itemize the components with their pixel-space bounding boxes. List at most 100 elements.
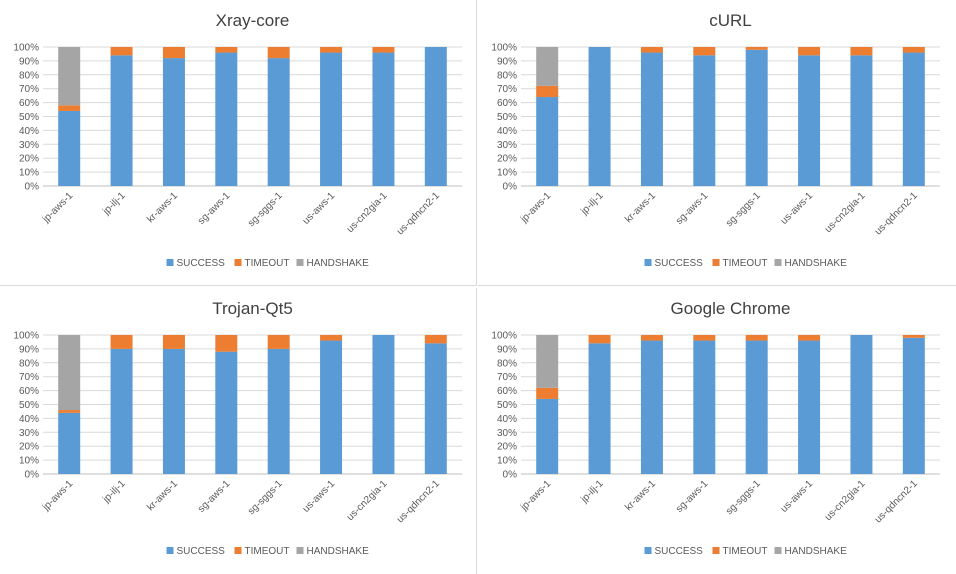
y-tick-label: 30% [19,140,39,151]
x-tick-label: jp-aws-1 [518,478,554,514]
y-tick-label: 40% [497,414,517,425]
x-tick-label: jp-aws-1 [40,190,76,226]
x-tick-label: us-aws-1 [301,190,338,227]
bar-success-us-aws-1 [320,341,342,474]
bar-success-us-qdncn2-1 [425,47,447,186]
legend-label-success: SUCCESS [655,258,704,269]
bar-success-sg-aws-1 [215,352,237,474]
legend-label-handshake: HANDSHAKE [307,258,370,269]
bar-success-kr-aws-1 [641,341,663,474]
bar-handshake-jp-aws-1 [58,47,80,105]
legend-item-timeout: TIMEOUT [713,258,768,269]
chart-title: cURL [709,11,752,30]
chart-svg: cURL 0% 10% 20% 30% 40% 50% 60% 70% 80% 90% 100% jp-… [478,0,955,286]
x-tick-label: jp-ilj-1 [100,478,128,506]
y-tick-label: 70% [497,84,517,95]
legend-swatch-timeout [713,547,720,554]
bar-success-kr-aws-1 [163,349,185,474]
legend-label-timeout: TIMEOUT [245,546,290,557]
chart-svg: Google Chrome 0% 10% 20% 30% 40% 50% 60% 70% 80% 9… [478,288,955,574]
x-tick-label: kr-aws-1 [623,190,658,225]
legend-item-handshake: HANDSHAKE [297,546,370,557]
y-tick-label: 80% [497,70,517,81]
bar-timeout-sg-sggs-1 [746,335,768,341]
bar-timeout-us-cn2gia-1 [372,47,394,53]
y-tick-label: 100% [491,43,517,54]
bar-timeout-us-qdncn2-1 [425,335,447,343]
bar-success-us-qdncn2-1 [425,343,447,474]
bar-timeout-sg-sggs-1 [268,335,290,349]
x-tick-label: us-cn2gia-1 [345,478,390,523]
legend-label-handshake: HANDSHAKE [785,546,848,557]
x-tick-label: kr-aws-1 [145,478,180,513]
bar-timeout-sg-sggs-1 [268,47,290,58]
legend-swatch-success [645,259,652,266]
x-tick-label: us-qdncn2-1 [395,478,442,525]
y-tick-label: 20% [497,154,517,165]
bar-success-sg-sggs-1 [268,349,290,474]
bar-success-sg-sggs-1 [746,341,768,474]
bar-success-jp-ilj-1 [589,343,611,474]
chart-svg: Trojan-Qt5 0% 10% 20% 30% 40% 50% 60% 70% 80% 90% 1… [0,288,477,574]
bar-timeout-sg-aws-1 [215,335,237,352]
y-tick-label: 80% [19,358,39,369]
legend-label-handshake: HANDSHAKE [785,258,848,269]
chart-panel-xray-core: Xray-core 0% 10% 20% 30% 40% 50% 60% 70% 80% 90% 10… [0,0,477,286]
x-tick-label: sg-sggs-1 [724,190,763,229]
bar-success-jp-aws-1 [58,111,80,186]
y-tick-label: 50% [19,112,39,123]
x-tick-label: jp-ilj-1 [578,478,606,506]
x-tick-label: us-aws-1 [779,478,816,515]
y-tick-label: 60% [497,98,517,109]
y-tick-label: 100% [13,331,39,342]
bar-timeout-kr-aws-1 [641,335,663,341]
bar-success-us-aws-1 [320,53,342,186]
bar-success-jp-aws-1 [58,413,80,474]
y-tick-label: 10% [19,168,39,179]
x-tick-label: us-aws-1 [779,190,816,227]
y-tick-label: 50% [497,400,517,411]
y-tick-label: 60% [497,386,517,397]
bar-timeout-sg-aws-1 [693,335,715,341]
bar-timeout-kr-aws-1 [641,47,663,53]
bar-success-us-aws-1 [798,341,820,474]
y-tick-label: 10% [497,456,517,467]
legend-label-success: SUCCESS [177,258,226,269]
y-tick-label: 10% [19,456,39,467]
chart-panel-curl: cURL 0% 10% 20% 30% 40% 50% 60% 70% 80% 90% 100% jp-… [478,0,956,286]
bar-success-sg-aws-1 [693,55,715,186]
chart-title: Google Chrome [670,299,790,318]
x-tick-label: us-qdncn2-1 [873,190,920,237]
bar-timeout-jp-aws-1 [58,410,80,413]
bar-success-us-cn2gia-1 [850,335,872,474]
y-tick-label: 80% [497,358,517,369]
y-tick-label: 20% [19,442,39,453]
y-tick-label: 30% [497,140,517,151]
bar-success-us-aws-1 [798,55,820,186]
y-tick-label: 30% [497,428,517,439]
legend-label-handshake: HANDSHAKE [307,546,370,557]
bar-success-jp-aws-1 [536,97,558,186]
y-tick-label: 0% [503,470,518,481]
x-tick-label: kr-aws-1 [145,190,180,225]
legend-swatch-timeout [235,259,242,266]
legend-item-timeout: TIMEOUT [235,258,290,269]
y-tick-label: 90% [19,344,39,355]
bar-timeout-sg-aws-1 [693,47,715,55]
x-tick-label: us-cn2gia-1 [823,190,868,235]
x-tick-label: sg-sggs-1 [246,190,285,229]
legend-swatch-success [645,547,652,554]
bar-timeout-us-qdncn2-1 [903,335,925,338]
legend-label-timeout: TIMEOUT [245,258,290,269]
bar-timeout-us-aws-1 [320,335,342,341]
y-tick-label: 90% [19,56,39,67]
y-tick-label: 70% [497,372,517,383]
bar-success-sg-sggs-1 [268,58,290,186]
x-tick-label: jp-ilj-1 [100,190,128,218]
bar-timeout-jp-ilj-1 [111,47,133,55]
legend-item-handshake: HANDSHAKE [297,258,370,269]
chart-title: Trojan-Qt5 [212,299,293,318]
legend-item-success: SUCCESS [167,546,226,557]
y-tick-label: 100% [13,43,39,54]
x-tick-label: sg-sggs-1 [724,478,763,517]
